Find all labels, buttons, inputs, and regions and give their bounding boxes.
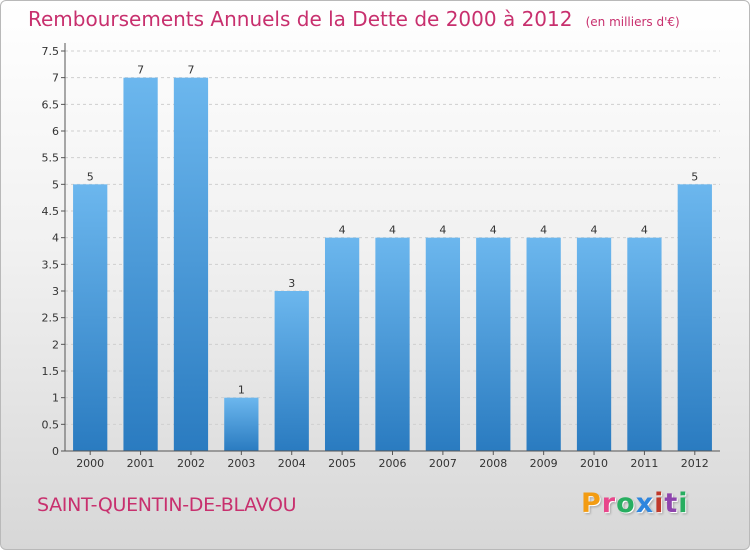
y-tick-label: 0 [52, 445, 59, 458]
x-tick-label: 2007 [429, 457, 457, 470]
y-tick-label: 5.5 [42, 152, 60, 165]
bar-value-label: 7 [137, 64, 144, 77]
bar [526, 237, 561, 451]
chart-title: Remboursements Annuels de la Dette de 20… [28, 7, 573, 31]
logo-letter: i [678, 488, 689, 519]
chart-unit-note: (en milliers d'€) [585, 15, 680, 29]
logo-letter: t [664, 488, 679, 519]
bar [576, 237, 612, 451]
logo-letter: P [581, 488, 602, 519]
bar-value-label: 7 [187, 64, 194, 77]
x-tick-label: 2012 [681, 457, 709, 470]
logo-letter: r [601, 488, 617, 519]
bar [123, 77, 158, 452]
bar [627, 237, 662, 451]
bar-value-label: 3 [288, 277, 295, 290]
y-tick-label: 1 [52, 392, 59, 405]
bar-value-label: 1 [238, 384, 245, 397]
y-tick-label: 2 [52, 338, 59, 351]
x-tick-label: 2009 [530, 457, 558, 470]
bar-value-label: 4 [641, 224, 648, 237]
bar [476, 237, 511, 451]
x-tick-label: 2010 [580, 457, 608, 470]
bar [274, 291, 309, 451]
x-tick-label: 2000 [76, 457, 104, 470]
logo-letter: i [654, 488, 665, 519]
x-tick-label: 2002 [177, 457, 205, 470]
bar [224, 397, 259, 451]
title-row: Remboursements Annuels de la Dette de 20… [28, 7, 680, 31]
y-tick-label: 7 [52, 72, 59, 85]
bar-value-label: 5 [691, 170, 698, 183]
x-tick-label: 2008 [479, 457, 507, 470]
x-tick-label: 2011 [630, 457, 658, 470]
x-tick-label: 2006 [379, 457, 407, 470]
proxiti-logo[interactable]: Proxiti [581, 488, 689, 519]
bar [375, 237, 410, 451]
x-tick-label: 2003 [227, 457, 255, 470]
bar [73, 184, 108, 452]
bar [677, 184, 712, 452]
y-tick-label: 2.5 [42, 312, 60, 325]
bar-value-label: 4 [490, 224, 497, 237]
bar [425, 237, 461, 451]
x-tick-label: 2005 [328, 457, 356, 470]
y-tick-label: 6.5 [42, 98, 60, 111]
y-tick-label: 1.5 [42, 365, 60, 378]
y-tick-label: 0.5 [42, 418, 60, 431]
logo-letter: x [635, 488, 655, 519]
bar [324, 237, 360, 451]
logo-letter: o [616, 488, 636, 519]
bar-value-label: 4 [591, 224, 598, 237]
bar-value-label: 4 [389, 224, 396, 237]
bar-value-label: 4 [339, 224, 346, 237]
bar-value-label: 4 [439, 224, 446, 237]
bar-value-label: 5 [87, 170, 94, 183]
bar [173, 77, 209, 452]
y-tick-label: 3 [52, 285, 59, 298]
y-tick-label: 4 [52, 232, 59, 245]
y-tick-label: 6 [52, 125, 59, 138]
bar-value-label: 4 [540, 224, 547, 237]
y-tick-label: 3.5 [42, 258, 60, 271]
y-tick-label: 7.5 [42, 45, 60, 58]
city-name: SAINT-QUENTIN-DE-BLAVOU [37, 494, 297, 516]
x-tick-label: 2001 [127, 457, 155, 470]
y-tick-label: 5 [52, 178, 59, 191]
x-tick-label: 2004 [278, 457, 306, 470]
y-tick-label: 4.5 [42, 205, 60, 218]
